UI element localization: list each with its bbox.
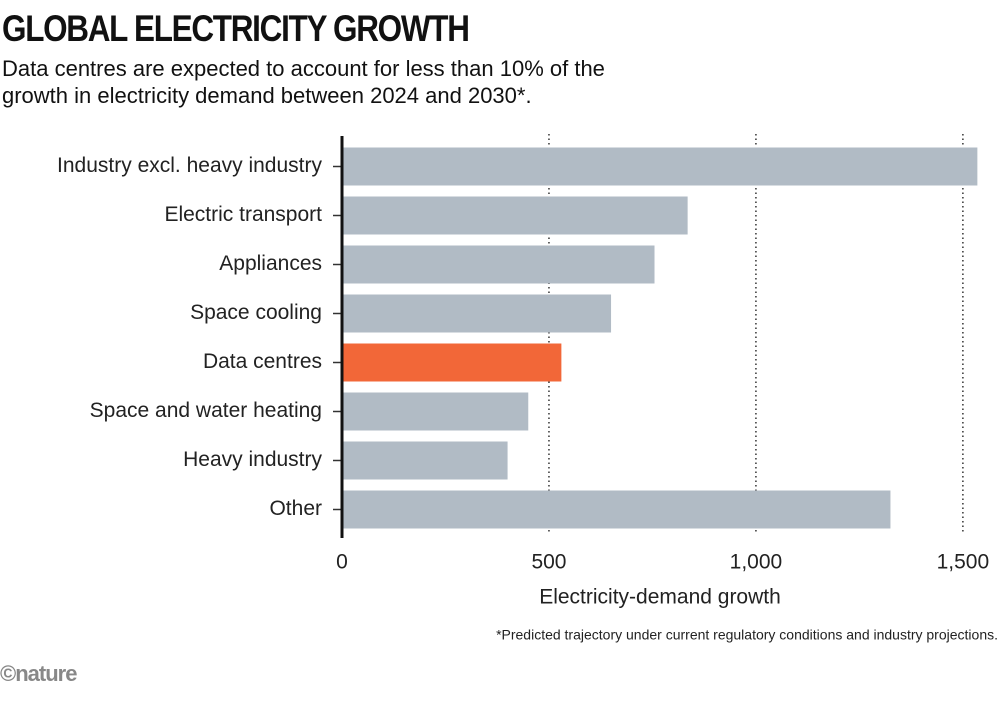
y-tick-label: Space cooling: [190, 301, 322, 324]
bar: [342, 294, 612, 333]
y-tick-label: Space and water heating: [90, 399, 322, 422]
chart-title: GLOBAL ELECTRICITY GROWTH: [2, 8, 470, 49]
x-tick-label: 0: [336, 551, 348, 574]
x-tick-label: 1,500: [937, 551, 990, 574]
y-tick-label: Other: [269, 497, 322, 520]
bar: [342, 196, 688, 235]
y-tick-label: Electric transport: [164, 203, 322, 226]
footnote: *Predicted trajectory under current regu…: [496, 627, 998, 643]
bar: [342, 392, 529, 431]
bar: [342, 490, 891, 529]
chart-subtitle: Data centres are expected to account for…: [2, 56, 605, 108]
y-tick-label: Heavy industry: [183, 448, 322, 471]
y-tick-label: Appliances: [219, 252, 322, 275]
x-tick-label: 1,000: [730, 551, 783, 574]
y-tick-label: Data centres: [203, 350, 322, 373]
x-axis-label: Electricity-demand growth: [539, 586, 781, 609]
x-tick-label: 500: [531, 551, 566, 574]
source-logo: ©nature: [0, 661, 77, 686]
bar: [342, 441, 508, 480]
bar: [342, 245, 655, 284]
bar: [342, 147, 978, 186]
y-tick-label: Industry excl. heavy industry: [57, 154, 322, 177]
bar: [342, 343, 562, 382]
